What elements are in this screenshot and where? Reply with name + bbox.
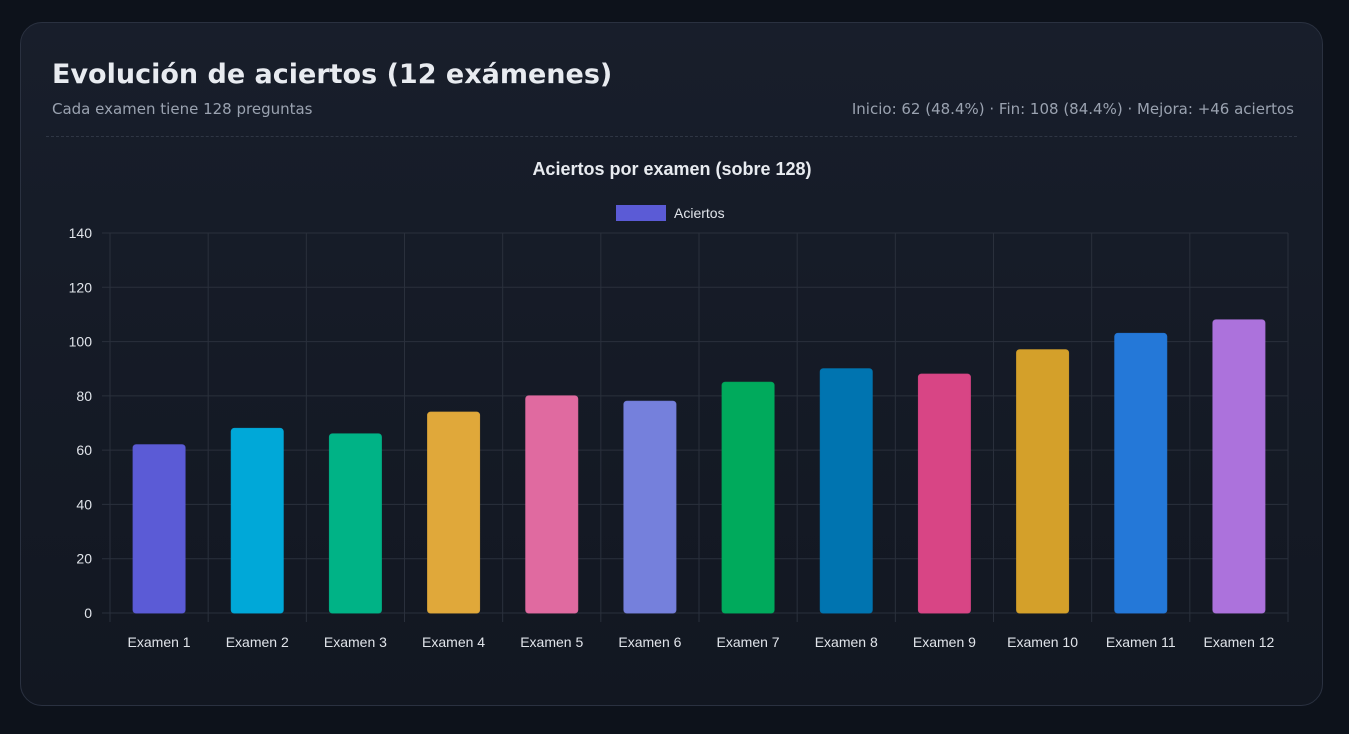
x-tick-label: Examen 4 xyxy=(422,634,485,650)
bar[interactable] xyxy=(917,373,971,614)
x-tick-label: Examen 7 xyxy=(717,634,780,650)
summary-stats: Inicio: 62 (48.4%) · Fin: 108 (84.4%) · … xyxy=(851,100,1294,118)
y-tick-label: 120 xyxy=(69,279,93,295)
x-tick-label: Examen 12 xyxy=(1204,634,1275,650)
y-tick-label: 0 xyxy=(84,605,92,621)
y-tick-label: 140 xyxy=(69,225,93,241)
x-tick-label: Examen 10 xyxy=(1007,634,1078,650)
x-tick-label: Examen 3 xyxy=(324,634,387,650)
x-tick-label: Examen 2 xyxy=(226,634,289,650)
bar[interactable] xyxy=(132,444,186,614)
page-subtitle: Cada examen tiene 128 preguntas xyxy=(52,100,313,118)
y-tick-label: 20 xyxy=(76,551,92,567)
bar[interactable] xyxy=(230,427,284,614)
x-tick-label: Examen 9 xyxy=(913,634,976,650)
page-title: Evolución de aciertos (12 exámenes) xyxy=(52,59,613,90)
y-tick-label: 80 xyxy=(76,388,92,404)
x-tick-label: Examen 6 xyxy=(618,634,681,650)
bar[interactable] xyxy=(1212,319,1266,614)
x-tick-label: Examen 1 xyxy=(128,634,191,650)
chart-title: Aciertos por examen (sobre 128) xyxy=(532,159,811,179)
bar[interactable] xyxy=(819,368,873,614)
y-tick-label: 40 xyxy=(76,496,92,512)
bar[interactable] xyxy=(328,433,382,614)
legend-label[interactable]: Aciertos xyxy=(674,205,725,221)
y-tick-label: 60 xyxy=(76,442,92,458)
bar[interactable] xyxy=(721,381,775,614)
bar[interactable] xyxy=(525,395,579,614)
divider xyxy=(46,136,1297,137)
x-tick-label: Examen 5 xyxy=(520,634,583,650)
y-tick-label: 100 xyxy=(69,334,93,350)
x-tick-label: Examen 11 xyxy=(1106,634,1176,650)
legend-swatch[interactable] xyxy=(616,205,666,221)
bar[interactable] xyxy=(1114,332,1168,614)
x-tick-label: Examen 8 xyxy=(815,634,878,650)
bar[interactable] xyxy=(623,400,677,614)
bar[interactable] xyxy=(427,411,481,614)
bar[interactable] xyxy=(1016,349,1070,614)
